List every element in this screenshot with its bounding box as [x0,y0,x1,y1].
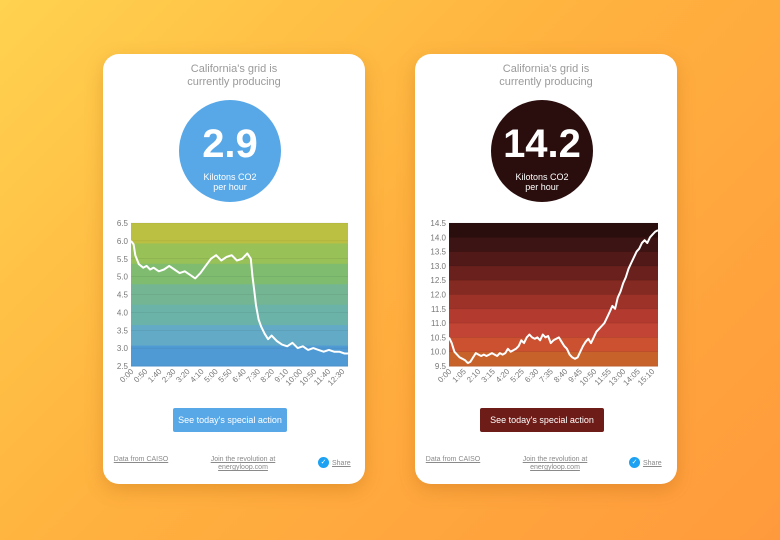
card-heading: California's grid is currently producing [103,63,365,89]
chart-band [449,265,658,281]
y-tick-label: 12.0 [430,291,446,300]
emissions-chart-right: 14.5 14.0 13.5 13.0 12.5 12.0 11.5 11.0 10.5 10.0… [430,219,659,388]
x-tick-label: 1:40 [146,367,164,385]
chart-band [131,223,348,244]
special-action-button[interactable]: See today's special action [173,408,287,432]
join-line-2[interactable]: energyloop.com [530,464,580,471]
share-button[interactable]: ✓ Share [629,457,669,469]
join-link[interactable]: Join the revolution at energyloop.com [515,456,595,472]
y-tick-label: 11.0 [431,319,447,328]
join-line-1[interactable]: Join the revolution at [210,456,276,463]
x-tick-label: 2:30 [160,367,178,385]
x-tick-label: 7:30 [245,367,263,385]
x-tick-label: 5:25 [509,367,527,385]
co2-unit: Kilotons CO2 per hour [491,172,593,192]
unit-line-2: per hour [525,182,559,192]
co2-value: 2.9 [202,122,258,166]
y-tick-label: 4.5 [117,291,129,300]
emissions-card-right: California's grid is currently producing… [415,54,677,484]
data-source-link[interactable]: Data from CAISO [111,456,171,464]
y-tick-label: 4.0 [117,308,129,317]
x-tick-label: 3:15 [480,367,498,385]
y-tick-label: 14.5 [430,219,446,228]
x-tick-label: 6:30 [523,367,541,385]
x-tick-label: 2:10 [465,367,483,385]
chart-band [449,308,658,324]
chart-band [449,323,658,338]
chart-band [131,345,348,367]
y-tick-label: 9.5 [435,362,447,371]
y-tick-label: 6.0 [117,237,129,246]
emissions-line [448,229,659,365]
x-tick-label: 12:30 [326,367,347,388]
special-action-button[interactable]: See today's special action [480,408,604,432]
chart-band [131,243,348,265]
heading-line-2: currently producing [499,76,593,88]
y-tick-label: 13.0 [430,262,446,271]
x-tick-label: 1:05 [451,367,469,385]
share-label[interactable]: Share [643,460,662,467]
chart-band [131,263,348,285]
y-tick-label: 13.5 [430,248,446,257]
chart-band [449,223,658,238]
co2-value: 14.2 [503,122,581,166]
x-tick-label: 6:40 [231,367,249,385]
y-tick-label: 3.0 [117,344,129,353]
chart-band [131,325,348,347]
x-tick-label: 8:40 [552,367,570,385]
chart-band [131,284,348,306]
chart-band [449,294,658,310]
card-heading: California's grid is currently producing [415,63,677,89]
chart-band [449,351,658,367]
data-source-text[interactable]: Data from CAISO [425,456,481,463]
y-tick-label: 10.0 [430,348,446,357]
x-tick-label: 3:20 [174,367,192,385]
y-tick-label: 5.5 [117,255,129,264]
chart-band [449,280,658,295]
heading-line-1: California's grid is [190,63,278,75]
y-tick-label: 2.5 [117,362,129,371]
join-link[interactable]: Join the revolution at energyloop.com [203,456,283,472]
chart-band [449,337,658,353]
heading-line-1: California's grid is [502,63,590,75]
chart-band [131,304,348,326]
unit-line-1: Kilotons CO2 [515,172,569,182]
data-source-text[interactable]: Data from CAISO [113,456,169,463]
x-tick-label: 5:50 [217,367,235,385]
twitter-icon[interactable]: ✓ [318,457,329,468]
co2-unit: Kilotons CO2 per hour [179,172,281,192]
heading-line-2: currently producing [187,76,281,88]
y-tick-label: 14.0 [430,233,446,242]
unit-line-2: per hour [213,182,247,192]
share-label[interactable]: Share [332,460,351,467]
x-tick-label: 4:10 [188,367,206,385]
data-source-link[interactable]: Data from CAISO [423,456,483,464]
x-tick-label: 5:00 [202,367,220,385]
x-tick-label: 0:50 [132,367,150,385]
x-tick-label: 7:35 [538,367,556,385]
emissions-chart-left: 6.56.05.55.04.54.03.53.02.50:000:501:402… [117,219,348,388]
y-tick-label: 10.5 [430,333,446,342]
x-tick-label: 8:20 [259,367,277,385]
twitter-icon[interactable]: ✓ [629,457,640,468]
emissions-line [130,240,348,355]
y-tick-label: 5.0 [117,273,129,282]
x-tick-label: 15:10 [636,367,657,388]
join-line-1[interactable]: Join the revolution at [522,456,588,463]
chart-band [449,237,658,253]
y-tick-label: 11.5 [431,305,447,314]
co2-value-circle: 14.2 Kilotons CO2 per hour [491,100,593,202]
chart-band [449,251,658,267]
unit-line-1: Kilotons CO2 [203,172,257,182]
y-tick-label: 3.5 [117,326,129,335]
co2-value-circle: 2.9 Kilotons CO2 per hour [179,100,281,202]
emissions-card-left: California's grid is currently producing… [103,54,365,484]
share-button[interactable]: ✓ Share [318,457,358,469]
x-tick-label: 4:20 [494,367,512,385]
y-tick-label: 6.5 [117,219,129,228]
join-line-2[interactable]: energyloop.com [218,464,268,471]
y-tick-label: 12.5 [430,276,446,285]
